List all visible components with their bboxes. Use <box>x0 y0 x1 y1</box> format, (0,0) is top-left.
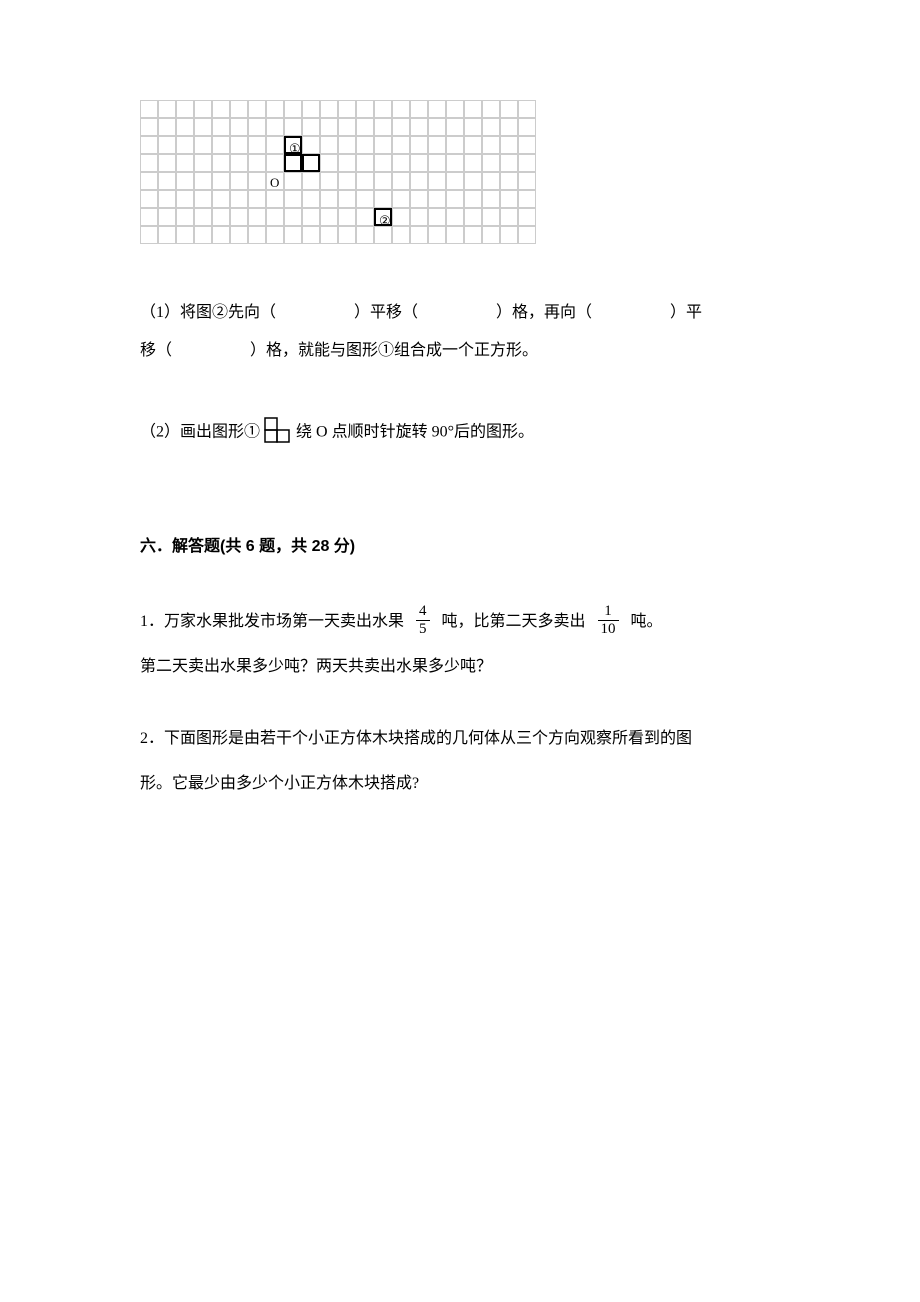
q1-blank-3 <box>596 294 666 332</box>
problem-2: 2．下面图形是由若干个小正方体木块搭成的几何体从三个方向观察所看到的图 形。它最… <box>140 717 780 807</box>
q2-suffix: 绕 O 点顺时针旋转 90°后的图形。 <box>296 423 534 440</box>
p1-line2: 第二天卖出水果多少吨？两天共卖出水果多少吨？ <box>140 658 492 675</box>
q1-prefix: （1）将图②先向（ <box>140 304 276 321</box>
q1-blank-4 <box>176 332 246 370</box>
fraction-1-10: 1 10 <box>598 603 619 637</box>
inline-l-shape-icon <box>264 417 292 460</box>
p2-line1: 2．下面图形是由若干个小正方体木块搭成的几何体从三个方向观察所看到的图 <box>140 730 692 747</box>
q1-mid1: ）平移（ <box>354 304 418 321</box>
frac-num: 4 <box>416 603 430 621</box>
q1-line2-start: 移（ <box>140 342 172 359</box>
frac-den: 5 <box>416 621 430 638</box>
q1-blank-1 <box>280 294 350 332</box>
p2-line2: 形。它最少由多少个小正方体木块搭成? <box>140 775 419 792</box>
p1-t2: 吨，比第二天多卖出 <box>442 613 586 630</box>
question-1: （1）将图②先向（ ）平移（ ）格，再向（ ）平 移（ ）格，就能与图形①组合成… <box>140 294 780 371</box>
section-6-header: 六．解答题(共 6 题，共 28 分) <box>140 534 780 560</box>
q2-prefix: （2）画出图形① <box>140 423 260 440</box>
p1-t1: 1．万家水果批发市场第一天卖出水果 <box>140 613 404 630</box>
p1-t3: 吨。 <box>631 613 663 630</box>
q1-mid2: ）格，再向（ <box>496 304 592 321</box>
q1-line2-end: ）格，就能与图形①组合成一个正方形。 <box>250 342 538 359</box>
frac-num: 1 <box>598 603 619 621</box>
grid-figure: ①O② <box>140 100 780 244</box>
q1-mid3: ）平 <box>670 304 702 321</box>
frac-den: 10 <box>598 621 619 638</box>
problem-1: 1．万家水果批发市场第一天卖出水果 4 5 吨，比第二天多卖出 1 10 吨。 … <box>140 600 780 690</box>
q1-blank-2 <box>422 294 492 332</box>
grid-cells: ①O② <box>140 100 780 244</box>
question-2: （2）画出图形① 绕 O 点顺时针旋转 90°后的图形。 <box>140 411 780 454</box>
fraction-4-5: 4 5 <box>416 603 430 637</box>
